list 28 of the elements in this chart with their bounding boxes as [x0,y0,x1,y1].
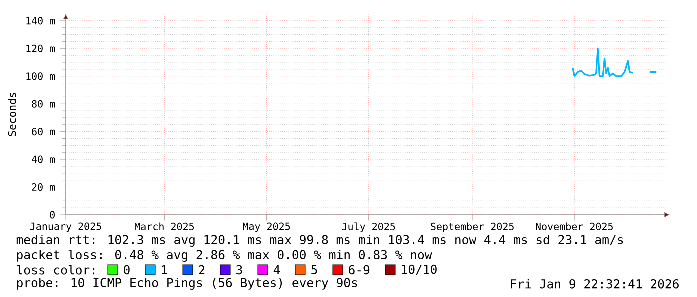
legend-label: 5 [312,265,318,275]
legend-label: 1 [162,266,168,274]
y-tick-label: 0 [50,211,55,219]
y-axis-title: Seconds [8,93,16,136]
legend-label: 6-9 [349,265,370,275]
legend-label: 0 [124,265,130,275]
legend-label: 3 [236,265,242,275]
y-tick-label: 60 m [32,128,56,136]
x-tick-label: September 2025 [431,222,514,232]
y-tick-label: 140 m [26,17,56,25]
text: median rtt: 102.3 ms avg 120.1 ms max 99.8 ms min 103.4 ms now 4.4 ms sd 23.1 am/s [16,235,624,247]
y-tick-label: 100 m [26,72,56,80]
x-tick-label: January 2025 [30,222,102,232]
legend-label: 4 [274,266,280,274]
legend-label: 10/10 [402,264,437,276]
x-tick-label: March 2025 [135,222,194,230]
y-tick-label: 80 m [32,100,56,108]
y-tick-label: 120 m [26,44,56,52]
y-tick-label: 20 m [32,183,56,192]
text: Fri Jan 9 22:32:41 2026 [511,279,679,289]
text: packet loss: 0.48 % avg 2.86 % max 0.00 % min 0.83 % now [17,250,432,262]
x-tick-label: July 2025 [342,222,396,232]
y-tick-label: 40 m [32,156,56,164]
text: probe: 10 ICMP Echo Pings (56 Bytes) every 90s [17,278,358,290]
x-tick-label: November 2025 [536,222,613,230]
legend-label: 2 [199,265,205,275]
legend-title: loss color: [17,265,95,275]
x-tick-label: May 2025 [243,222,290,232]
